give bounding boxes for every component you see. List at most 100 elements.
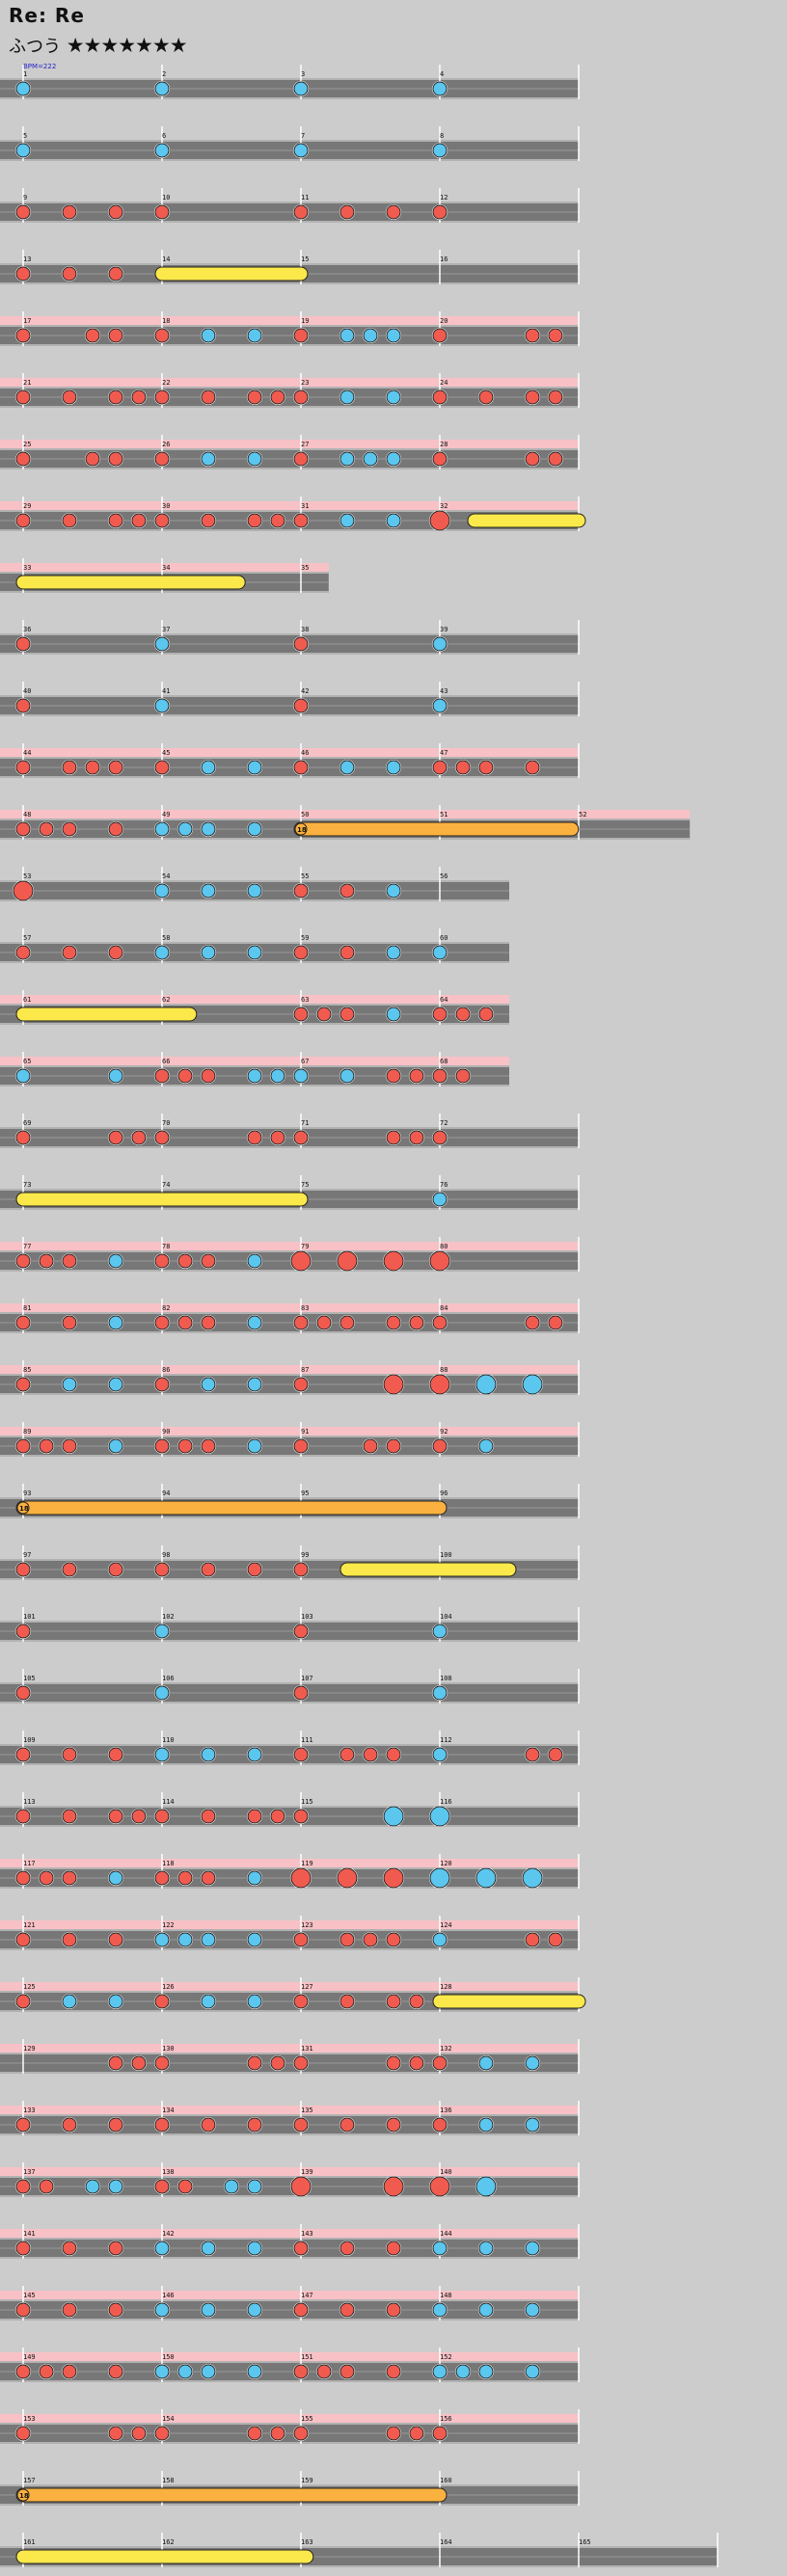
ka-note [247, 1932, 262, 1947]
don-note [15, 1438, 31, 1454]
measure-number: 8 [440, 132, 444, 140]
don-note [432, 451, 448, 467]
don-note [478, 389, 494, 405]
don-note [108, 1809, 123, 1824]
don-note [62, 1747, 77, 1762]
ka-note [201, 1377, 216, 1392]
measure-number: 99 [301, 1551, 309, 1559]
don-note [316, 1006, 332, 1022]
drumroll-note [15, 1192, 309, 1207]
don-note [177, 1315, 193, 1330]
ka-note [15, 143, 31, 158]
don-note [62, 204, 77, 220]
ka-note [386, 451, 401, 467]
measure-number: 164 [440, 2538, 452, 2546]
don-note [15, 1809, 31, 1824]
don-note [386, 2302, 401, 2318]
measure-number: 124 [440, 1921, 452, 1929]
measure-number: 10 [162, 194, 170, 201]
measure-number: 23 [301, 379, 309, 387]
measure-number: 113 [23, 1798, 36, 1806]
don-note [386, 2426, 401, 2441]
don-note [293, 2117, 309, 2133]
don-note [154, 328, 170, 343]
measure-number: 104 [440, 1613, 452, 1621]
measure-number: 33 [23, 564, 31, 572]
measure-number: 9 [23, 194, 27, 201]
don-note [201, 2117, 216, 2133]
measure-number: 29 [23, 502, 31, 510]
balloon-count: 18 [19, 1505, 29, 1513]
ka-note [154, 143, 170, 158]
don-note [131, 2426, 147, 2441]
ka-note [455, 2364, 471, 2379]
measure-number: 131 [301, 2045, 313, 2053]
highlight-band [0, 2229, 579, 2238]
big-ka-note [429, 1806, 450, 1827]
measure-number: 127 [301, 1983, 313, 1991]
don-note [62, 2364, 77, 2379]
don-note [270, 389, 285, 405]
measure-number: 69 [23, 1119, 31, 1127]
don-note [201, 1562, 216, 1577]
measure-number: 44 [23, 749, 31, 757]
big-don-note [383, 1867, 404, 1889]
big-ka-note [522, 1867, 543, 1889]
measure-number: 92 [440, 1428, 448, 1436]
don-note [15, 2302, 31, 2318]
measure-number: 14 [162, 255, 170, 263]
highlight-band [0, 1242, 579, 1250]
don-note [154, 1130, 170, 1145]
measure-number: 110 [162, 1736, 175, 1744]
measure-number: 12 [440, 194, 448, 201]
ka-note [15, 1068, 31, 1084]
highlight-band [0, 1057, 509, 1065]
don-note [154, 513, 170, 528]
don-note [15, 1377, 31, 1392]
ka-note [386, 883, 401, 899]
measure-number: 26 [162, 441, 170, 448]
don-note [270, 1130, 285, 1145]
measure-number: 51 [440, 811, 448, 818]
big-don-note [429, 1374, 450, 1395]
don-note [293, 945, 309, 960]
measure-number: 135 [301, 2106, 313, 2114]
ka-note [478, 2117, 494, 2133]
ka-note [432, 2364, 448, 2379]
don-note [293, 1130, 309, 1145]
ka-note [154, 1623, 170, 1639]
measure-number: 74 [162, 1181, 170, 1189]
don-note [15, 2364, 31, 2379]
measure-number: 123 [301, 1921, 313, 1929]
don-note [108, 2055, 123, 2071]
highlight-band [0, 995, 509, 1004]
don-note [363, 1438, 378, 1454]
ka-note [154, 2364, 170, 2379]
big-don-note [383, 1374, 404, 1395]
don-note [154, 1438, 170, 1454]
don-note [409, 1315, 424, 1330]
ka-note [339, 760, 355, 775]
measure-number: 100 [440, 1551, 452, 1559]
measure-number: 30 [162, 502, 170, 510]
ka-note [247, 1438, 262, 1454]
measure-number: 101 [23, 1613, 36, 1621]
balloon-note [15, 1500, 448, 1516]
don-note [177, 1870, 193, 1886]
measure-number: 31 [301, 502, 309, 510]
measure-number: 152 [440, 2353, 452, 2361]
ka-note [247, 821, 262, 837]
ka-note [247, 2241, 262, 2256]
ka-note [386, 945, 401, 960]
measure-number: 82 [162, 1304, 170, 1312]
big-don-note [383, 2176, 404, 2197]
measure-number: 57 [23, 934, 31, 942]
don-note [15, 821, 31, 837]
don-note [548, 1747, 563, 1762]
don-note [293, 328, 309, 343]
measure-number: 134 [162, 2106, 175, 2114]
don-note [525, 1932, 540, 1947]
don-note [548, 1932, 563, 1947]
don-note [154, 1253, 170, 1269]
big-don-note [429, 510, 450, 531]
